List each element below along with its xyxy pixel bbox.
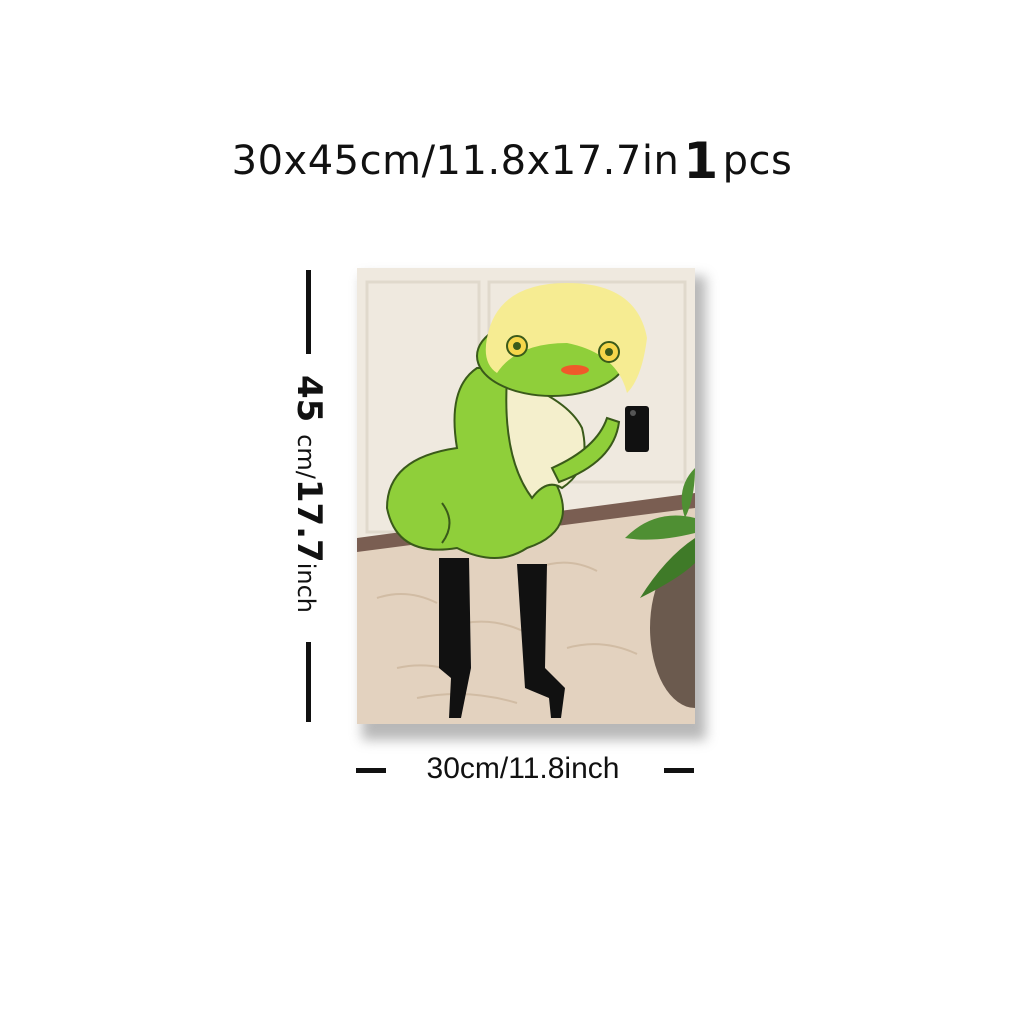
frog-detail — [441, 502, 451, 544]
phone-icon — [625, 406, 649, 452]
frog-lips — [561, 365, 589, 375]
size-dimensions-text: 30x45cm/11.8x17.7in — [231, 138, 680, 184]
frog-selfie-illustration — [357, 268, 695, 724]
canvas-artwork — [357, 268, 695, 724]
height-dimension-line-bottom — [306, 642, 311, 722]
frog-arm — [550, 416, 621, 484]
width-dimension-line-left — [356, 768, 386, 773]
plant-leaf-2 — [640, 538, 695, 598]
quantity-number: 1 — [683, 132, 719, 190]
left-boot — [439, 558, 471, 718]
width-dimension-label: 30cm/11.8inch — [426, 752, 620, 785]
height-cm-number: 45 — [289, 374, 329, 423]
phone-camera — [630, 410, 636, 416]
size-title: 30x45cm/11.8x17.7in1 pcs — [0, 132, 1024, 190]
height-dimension-label: 45 cm/17.7inch — [289, 375, 329, 613]
plant-leaf-1 — [625, 515, 695, 540]
blonde-wig — [485, 283, 647, 393]
height-cm-unit: cm/ — [292, 434, 320, 479]
height-inch-unit: inch — [292, 562, 320, 614]
plant-leaf-3 — [681, 468, 695, 518]
quantity-unit: pcs — [722, 138, 793, 184]
plant-pot — [650, 548, 695, 708]
width-dimension-line-right — [664, 768, 694, 773]
right-boot — [517, 564, 565, 718]
height-dimension-line-top — [306, 270, 311, 354]
height-inch-number: 17.7 — [289, 478, 329, 563]
rug-texture — [376, 561, 638, 704]
